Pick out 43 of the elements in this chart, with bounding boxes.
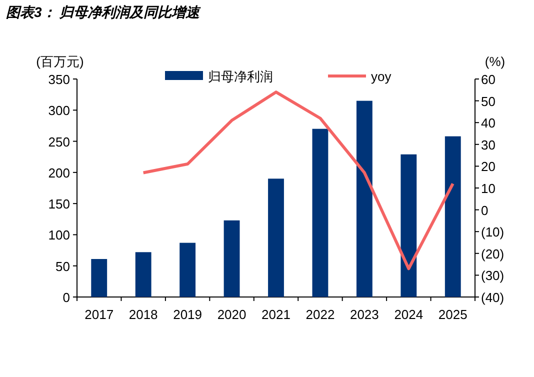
x-tick-label: 2021 (262, 307, 290, 322)
y2-tick-label: 10 (481, 181, 496, 196)
y2-tick-label: 40 (481, 116, 496, 131)
y-tick-label: 150 (48, 196, 70, 212)
bar (180, 242, 196, 297)
x-tick-label: 2020 (217, 307, 246, 322)
bar (312, 128, 328, 297)
y-tick-label: 50 (56, 258, 70, 274)
line-series (142, 90, 454, 270)
y-axis-title: (百万元) (36, 54, 84, 69)
y2-tick-label: 50 (481, 94, 496, 109)
legend-label: 归母净利润 (208, 69, 273, 84)
bar (356, 100, 372, 297)
y2-tick-label: (10) (481, 224, 504, 240)
y-tick-label: 250 (48, 134, 70, 150)
y2-tick-label: (30) (481, 268, 504, 284)
legend-label: yoy (371, 69, 392, 84)
x-tick-label: 2022 (306, 307, 335, 322)
y2-tick-label: (20) (481, 246, 504, 262)
y2-tick-label: 0 (481, 202, 488, 218)
x-tick-label: 2024 (394, 307, 424, 322)
y2-tick-label: 20 (481, 159, 496, 174)
x-tick-label: 2019 (173, 307, 202, 322)
x-tick-label: 2025 (438, 307, 468, 322)
bar (135, 252, 152, 297)
bar (400, 154, 417, 297)
bar (224, 220, 240, 297)
y-tick-label: 300 (48, 103, 70, 118)
chart-title: 图表3： 归母净利润及同比增速 (6, 4, 202, 20)
y-tick-label: 100 (48, 228, 70, 243)
x-tick-label: 2018 (128, 307, 158, 322)
y2-axis-title: (%) (484, 54, 506, 69)
y2-tick-label: 60 (481, 72, 496, 87)
y-tick-label: 200 (48, 165, 70, 180)
y-tick-label: 0 (62, 290, 70, 305)
bar (91, 259, 108, 297)
bar (444, 136, 461, 297)
y-tick-label: 350 (48, 72, 70, 87)
bar (268, 178, 284, 297)
y2-tick-label: (40) (481, 290, 504, 305)
x-tick-label: 2023 (350, 307, 379, 322)
x-tick-label: 2017 (84, 307, 114, 322)
y2-tick-label: 30 (481, 137, 496, 152)
